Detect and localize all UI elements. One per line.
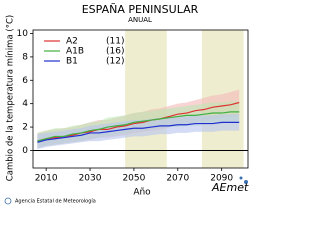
series-line (37, 111, 240, 142)
x-tick-label: 2090 (210, 174, 233, 184)
legend-count: (12) (106, 57, 124, 67)
series-line (37, 101, 240, 142)
x-tick-label: 2030 (79, 174, 102, 184)
y-tick-label: 0 (22, 146, 28, 156)
logo-text: AEmet (211, 181, 249, 194)
legend-count: (11) (106, 37, 124, 47)
chart-subtitle: ANUAL (128, 16, 152, 24)
y-tick-label: 2 (22, 123, 28, 133)
plot-frame (32, 29, 249, 169)
chart-title: ESPAÑA PENINSULAR (82, 3, 199, 16)
x-tick-label: 2070 (166, 174, 189, 184)
x-tick-label: 2050 (122, 174, 145, 184)
y-tick-label: 6 (22, 76, 28, 86)
legend-label: A1B (66, 47, 84, 57)
chart: ESPAÑA PENINSULAR ANUAL Cambio de la tem… (4, 3, 249, 205)
y-tick-label: 4 (22, 99, 28, 109)
y-axis-label: Cambio de la temperatura mínima (°C) (6, 15, 16, 181)
legend-count: (16) (106, 47, 124, 57)
logo-dot (239, 176, 243, 180)
footer-icon (4, 197, 12, 205)
legend-label: A2 (66, 37, 78, 47)
x-axis-label: Año (133, 188, 151, 198)
logo: AEmet (211, 176, 249, 194)
series-line (37, 121, 240, 143)
legend-label: B1 (66, 57, 78, 67)
footer: Agencia Estatal de Meteorología (15, 198, 96, 205)
range-band (37, 114, 240, 150)
logo-dot (244, 180, 248, 184)
x-tick-label: 2010 (35, 174, 58, 184)
y-tick-label: 8 (22, 52, 28, 62)
y-tick-label: 10 (17, 29, 29, 39)
period-band (125, 30, 167, 168)
